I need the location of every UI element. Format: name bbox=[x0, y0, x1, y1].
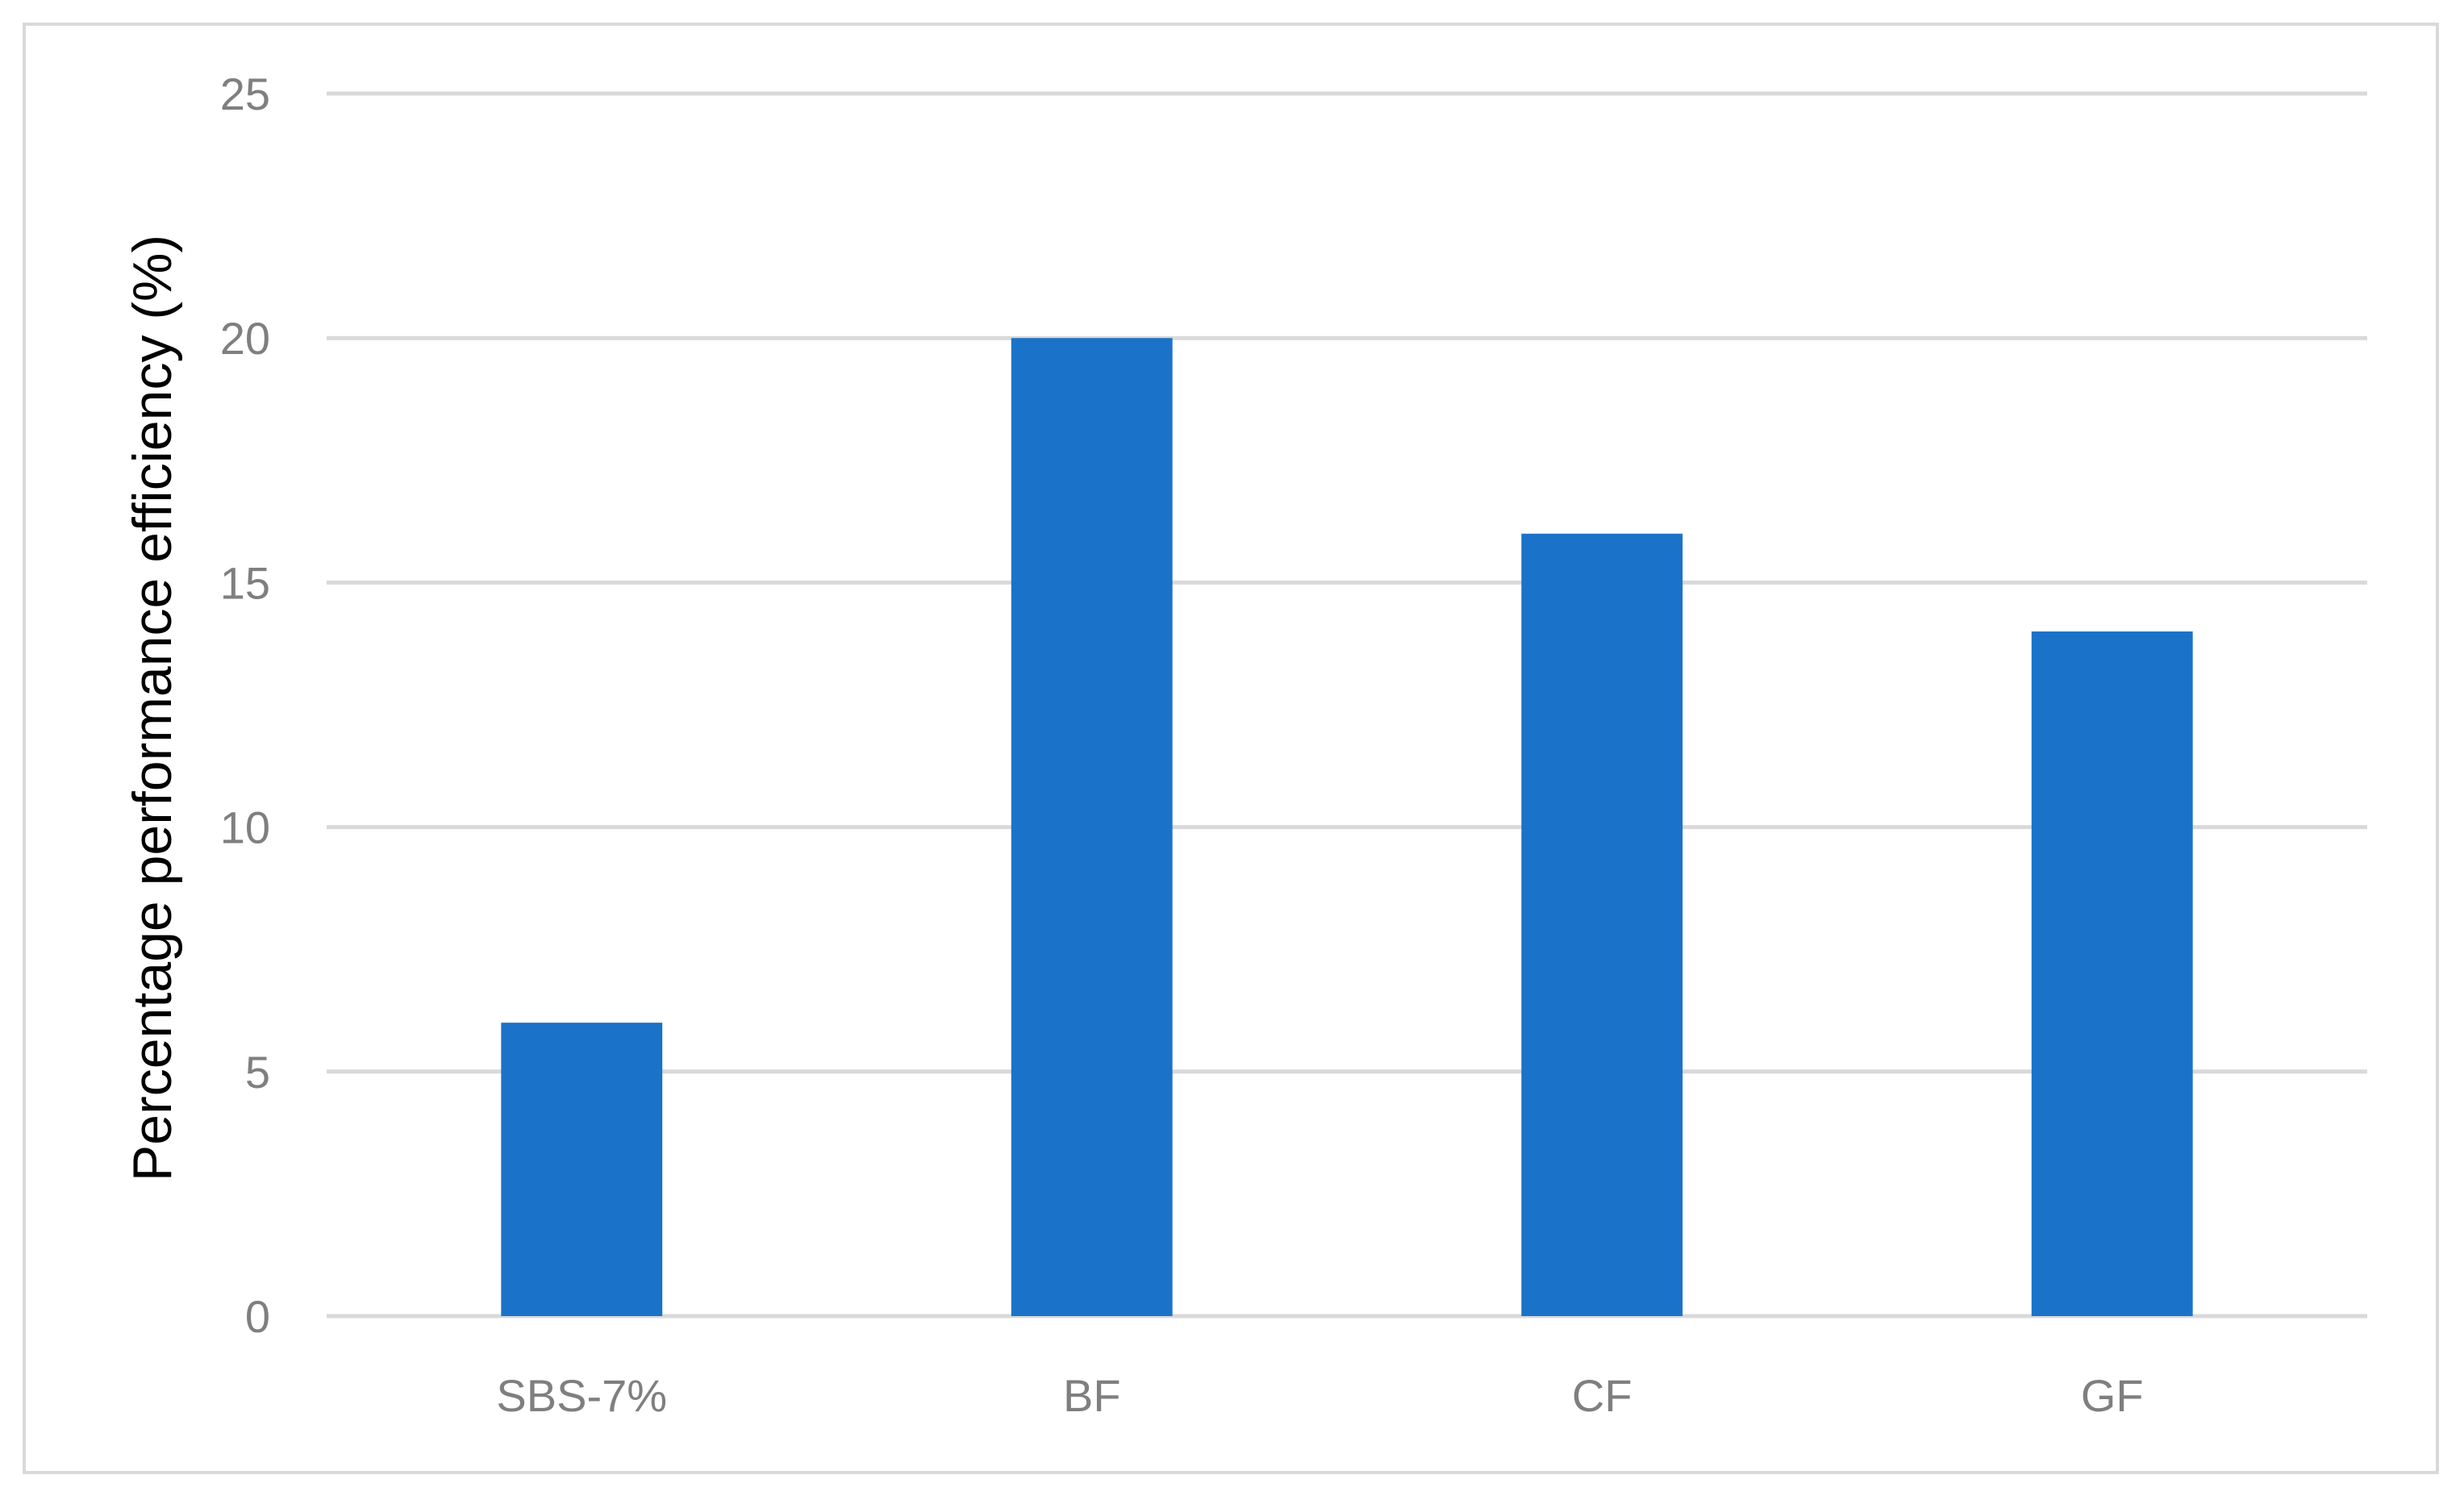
x-tick-label: GF bbox=[2081, 1370, 2144, 1421]
gridlines bbox=[327, 91, 2367, 1319]
bar-gf bbox=[2031, 631, 2193, 1316]
bars bbox=[501, 338, 2193, 1317]
x-tick-label: SBS-7% bbox=[496, 1370, 667, 1421]
bar-cf bbox=[1521, 533, 1683, 1316]
y-tick-label: 15 bbox=[220, 557, 270, 608]
bar-sbs-7- bbox=[501, 1023, 663, 1316]
y-tick-label: 10 bbox=[220, 802, 270, 853]
bar-bf bbox=[1011, 338, 1173, 1317]
x-axis-ticks: SBS-7% BF CF GF bbox=[496, 1370, 2143, 1421]
y-tick-label: 25 bbox=[220, 69, 270, 119]
y-tick-label: 20 bbox=[220, 313, 270, 364]
y-tick-label: 0 bbox=[245, 1291, 270, 1342]
x-tick-label: BF bbox=[1063, 1370, 1121, 1421]
y-axis-ticks: 0 5 10 15 20 25 bbox=[220, 69, 270, 1342]
x-tick-label: CF bbox=[1572, 1370, 1632, 1421]
y-axis-title: Percentage performance efficiency (%) bbox=[122, 235, 183, 1181]
y-tick-label: 5 bbox=[245, 1047, 270, 1098]
